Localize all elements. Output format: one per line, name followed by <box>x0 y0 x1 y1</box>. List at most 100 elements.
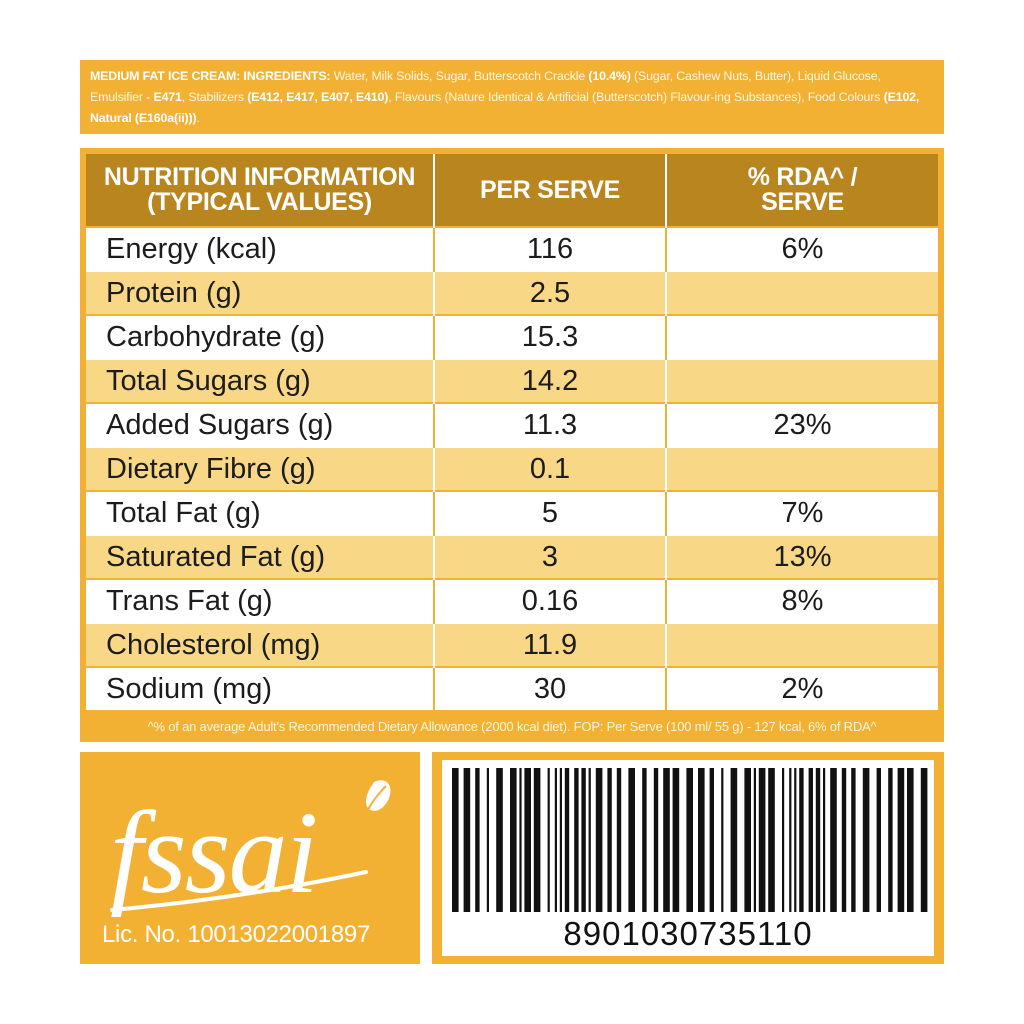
barcode-bar <box>920 768 928 912</box>
barcode-bar <box>496 768 503 912</box>
ingredients-part: , Flavours (Nature Identical & Artificia… <box>388 90 884 104</box>
barcode-area: 8901030735110 <box>442 760 934 956</box>
barcode-bar <box>581 768 586 912</box>
barcode-bar <box>799 768 804 912</box>
barcode-bar <box>588 768 591 912</box>
barcode-bar <box>519 768 522 912</box>
barcode-bar <box>782 768 785 912</box>
barcode-bar <box>794 768 797 912</box>
ingredients-bold-part: (E412, E417, E407, E410) <box>247 90 389 104</box>
barcode-bar <box>463 768 471 912</box>
barcode-bar <box>907 768 914 912</box>
table-row: Sodium (mg) 30 2% <box>86 666 938 710</box>
nutrient-label: Trans Fat (g) <box>86 578 435 623</box>
barcode-bar <box>653 768 659 912</box>
header-nutrition-info-line2: (TYPICAL VALUES) <box>147 188 372 216</box>
barcode-bar <box>768 768 775 912</box>
rda-value <box>666 622 938 667</box>
per-serve-value: 2.5 <box>434 270 667 315</box>
barcode-bars <box>452 768 928 912</box>
rda-value <box>666 358 938 403</box>
fssai-logo-text: fssai <box>110 787 316 918</box>
header-rda: % RDA^ / SERVE <box>666 154 938 227</box>
ingredients-heading: MEDIUM FAT ICE CREAM: INGREDIENTS: <box>90 69 331 83</box>
barcode-bar <box>709 768 714 912</box>
ingredients-part: Water, Milk Solids, Sugar, Butterscotch … <box>330 69 589 83</box>
barcode-bar <box>616 768 622 912</box>
barcode-bar <box>758 768 766 912</box>
ingredients-bold-part: E471 <box>153 90 182 104</box>
barcode-bar <box>897 768 905 912</box>
barcode-bar <box>753 768 756 912</box>
barcode-bar <box>564 768 570 912</box>
barcode-bar <box>841 768 847 912</box>
ingredients-panel: MEDIUM FAT ICE CREAM: INGREDIENTS: Water… <box>80 60 944 134</box>
per-serve-value: 5 <box>434 490 667 535</box>
per-serve-value: 14.2 <box>434 358 667 403</box>
barcode-number: 8901030735110 <box>563 915 813 952</box>
ingredients-bold-part: (E102, Natural (E160a(ii))) <box>90 90 920 125</box>
barcode-bar <box>815 768 821 912</box>
nutrition-header-row: NUTRITION INFORMATION (TYPICAL VALUES) P… <box>86 154 938 227</box>
nutrient-label: Cholesterol (mg) <box>86 622 435 667</box>
nutrient-label: Protein (g) <box>86 270 435 315</box>
barcode-bar <box>672 768 680 912</box>
nutrition-rows: Energy (kcal) 116 6% Protein (g) 2.5 Carbohyd… <box>86 226 938 710</box>
barcode-bar <box>510 768 517 912</box>
barcode-bar <box>808 768 813 912</box>
rda-value: 2% <box>666 666 938 710</box>
ingredients-part: (Sugar, Cashew Nuts, Butter), Liquid Glu… <box>90 69 881 104</box>
barcode-bar <box>686 768 693 912</box>
barcode-bar <box>851 768 856 912</box>
barcode-bar <box>721 768 724 912</box>
barcode-bar <box>475 768 480 912</box>
rda-value: 7% <box>666 490 938 535</box>
ingredients-text: Water, Milk Solids, Sugar, Butterscotch … <box>90 69 919 125</box>
barcode-bar <box>830 768 837 912</box>
barcode-bar <box>524 768 531 912</box>
table-row: Energy (kcal) 116 6% <box>86 226 938 271</box>
table-row: Cholesterol (mg) 11.9 <box>86 622 938 667</box>
barcode-bar <box>698 768 705 912</box>
rda-footnote: ^% of an average Adult's Recommended Die… <box>147 719 877 734</box>
rda-value: 23% <box>666 402 938 447</box>
barcode-bar <box>595 768 603 912</box>
barcode-bar <box>452 768 459 912</box>
table-row: Trans Fat (g) 0.16 8% <box>86 578 938 623</box>
nutrient-label: Total Fat (g) <box>86 490 435 535</box>
barcode-bar <box>574 768 579 912</box>
fssai-license-number: Lic. No. 10013022001897 <box>102 921 370 948</box>
per-serve-value: 0.16 <box>434 578 667 623</box>
nutrition-panel: NUTRITION INFORMATION (TYPICAL VALUES) P… <box>80 148 944 742</box>
header-nutrition-info-line1: NUTRITION INFORMATION <box>103 163 416 191</box>
fssai-logo: fssai <box>110 780 391 918</box>
ingredients-part: . <box>196 111 200 125</box>
table-row: Total Fat (g) 5 7% <box>86 490 938 535</box>
nutrient-label: Saturated Fat (g) <box>86 534 435 579</box>
nutrient-label: Dietary Fibre (g) <box>86 446 435 491</box>
header-per-serve: PER SERVE <box>434 154 667 227</box>
barcode-bar <box>730 768 738 912</box>
barcode-bar <box>547 768 550 912</box>
per-serve-value: 11.3 <box>434 402 667 447</box>
nutrient-label: Carbohydrate (g) <box>86 314 435 359</box>
barcode-bar <box>554 768 557 912</box>
header-rda-line1: % RDA^ / <box>747 163 858 191</box>
table-row: Saturated Fat (g) 3 13% <box>86 534 938 579</box>
nutrient-label: Total Sugars (g) <box>86 358 435 403</box>
barcode-bar <box>888 768 893 912</box>
per-serve-value: 116 <box>434 226 667 271</box>
ingredients-part: , Stabilizers <box>181 90 248 104</box>
table-row: Protein (g) 2.5 <box>86 270 938 315</box>
barcode-bar <box>533 768 541 912</box>
barcode-bar <box>823 768 826 912</box>
fssai-leaf-stem-icon <box>365 785 387 815</box>
rda-value: 13% <box>666 534 938 579</box>
header-nutrition-info: NUTRITION INFORMATION (TYPICAL VALUES) <box>86 154 435 227</box>
barcode-bar <box>862 768 870 912</box>
per-serve-value: 3 <box>434 534 667 579</box>
table-row: Added Sugars (g) 11.3 23% <box>86 402 938 447</box>
nutrient-label: Sodium (mg) <box>86 666 435 710</box>
barcode-bar <box>789 768 792 912</box>
header-rda-line2: SERVE <box>761 188 844 216</box>
